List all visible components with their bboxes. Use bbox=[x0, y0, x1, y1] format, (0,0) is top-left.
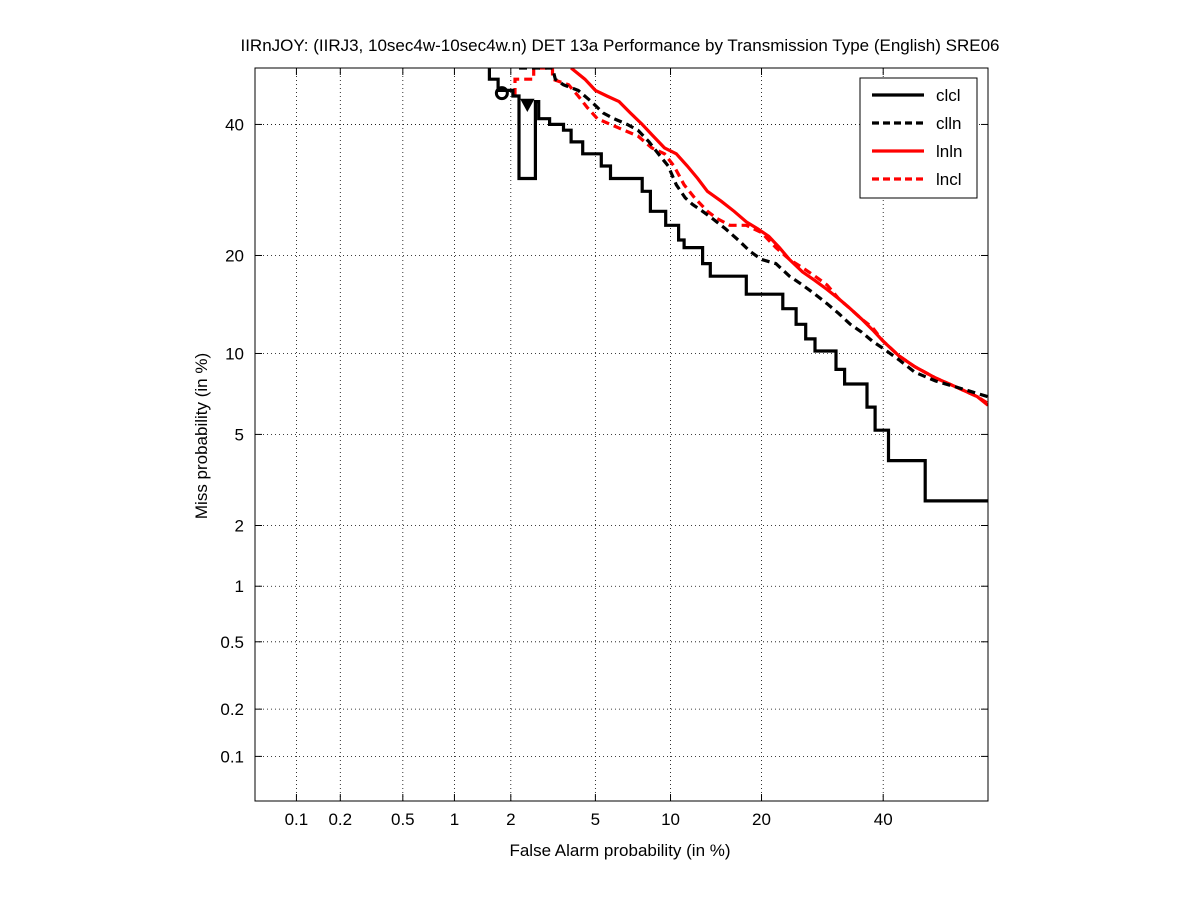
x-tick-label: 0.2 bbox=[328, 810, 352, 829]
y-tick-label: 10 bbox=[225, 344, 244, 363]
legend-label-lncl: lncl bbox=[936, 170, 962, 189]
y-tick-label: 0.5 bbox=[220, 633, 244, 652]
x-tick-label: 40 bbox=[874, 810, 893, 829]
series-line-clcl bbox=[487, 68, 988, 503]
x-axis-label: False Alarm probability (in %) bbox=[509, 841, 730, 860]
legend-label-clln: clln bbox=[936, 114, 962, 133]
y-tick-label: 1 bbox=[235, 577, 244, 596]
x-tick-label: 10 bbox=[661, 810, 680, 829]
chart-title: IIRnJOY: (IIRJ3, 10sec4w-10sec4w.n) DET … bbox=[240, 36, 999, 55]
legend: clcl clln lnln lncl bbox=[859, 77, 978, 199]
axis-ticks: 0.1 0.2 0.5 1 2 5 10 20 40 0.1 0.2 0.5 1 2 5 10 20 40 bbox=[220, 68, 988, 829]
x-tick-label: 2 bbox=[506, 810, 515, 829]
x-tick-label: 5 bbox=[591, 810, 600, 829]
series-line-clln bbox=[519, 68, 988, 399]
x-tick-label: 0.5 bbox=[391, 810, 415, 829]
x-tick-label: 0.1 bbox=[285, 810, 309, 829]
y-tick-label: 0.2 bbox=[220, 700, 244, 719]
legend-label-clcl: clcl bbox=[936, 86, 961, 105]
y-axis-label: Miss probability (in %) bbox=[192, 353, 211, 519]
y-tick-label: 0.1 bbox=[220, 747, 244, 766]
x-tick-label: 20 bbox=[752, 810, 771, 829]
y-tick-label: 40 bbox=[225, 115, 244, 134]
legend-label-lnln: lnln bbox=[936, 142, 962, 161]
plot-series bbox=[487, 68, 988, 503]
series-line-lnln bbox=[570, 68, 988, 407]
min-dcf-marker-clcl bbox=[494, 86, 509, 101]
x-tick-label: 1 bbox=[450, 810, 459, 829]
y-tick-label: 5 bbox=[235, 425, 244, 444]
series-line-lncl bbox=[513, 68, 988, 405]
actual-dcf-marker-clln bbox=[520, 98, 535, 113]
y-tick-label: 2 bbox=[235, 516, 244, 535]
y-tick-label: 20 bbox=[225, 246, 244, 265]
